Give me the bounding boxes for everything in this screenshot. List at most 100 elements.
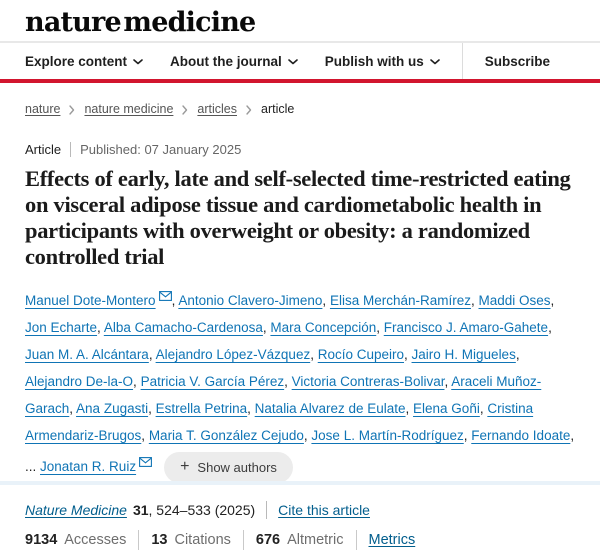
chevron-down-icon (133, 59, 143, 65)
author-separator: , (463, 428, 472, 443)
author-link-maria-t-gonz-lez-cejudo[interactable]: Maria T. González Cejudo (148, 428, 304, 443)
author-link-francisco-j-amaro-gahete[interactable]: Francisco J. Amaro-Gahete (383, 320, 549, 335)
author-link-elena-go-i[interactable]: Elena Goñi (413, 401, 480, 416)
published-date: Published: 07 January 2025 (80, 142, 242, 157)
nav-item-label: Publish with us (324, 53, 424, 69)
metrics-link[interactable]: Metrics (368, 531, 416, 548)
journal-logo[interactable]: nature medicine (25, 7, 256, 38)
metric-value-altmetric: 676 (255, 531, 281, 548)
author-link-alba-camacho-cardenosa[interactable]: Alba Camacho-Cardenosa (103, 320, 263, 335)
email-author-icon[interactable] (158, 289, 172, 304)
author-link-estrella-petrina[interactable]: Estrella Petrina (155, 401, 248, 416)
author-separator: , (133, 374, 141, 389)
metric-label-altmetric: Altmetric (287, 531, 344, 548)
author-separator: , (376, 320, 384, 335)
chevron-right-icon (182, 104, 188, 115)
author-separator: , (148, 347, 156, 362)
breadcrumb-item-article: article (261, 102, 295, 116)
journal-link[interactable]: Nature Medicine (25, 501, 127, 518)
metric-value-citations: 13 (151, 531, 168, 548)
chevron-down-icon (429, 59, 440, 65)
author-link-juan-m-a-alc-ntara[interactable]: Juan M. A. Alcántara (25, 347, 149, 362)
author-link-antonio-clavero-jimeno[interactable]: Antonio Clavero-Jimeno (178, 293, 323, 308)
citation-line: Nature Medicine 31 , 524–533 (2025) Cite… (25, 500, 575, 519)
author-separator: , (322, 293, 330, 308)
nav-item-subscribe[interactable]: Subscribe (484, 53, 551, 69)
nav-item-explore-content[interactable]: Explore content (25, 54, 143, 69)
author-separator: , (515, 347, 520, 362)
nav-divider (461, 43, 463, 79)
nav-item-about-the-journal[interactable]: About the journal (170, 54, 298, 69)
nav-item-label: About the journal (170, 53, 282, 69)
author-separator: , (310, 347, 318, 362)
author-link-ana-zugasti[interactable]: Ana Zugasti (76, 401, 149, 416)
author-separator: , (570, 428, 575, 443)
metric-divider (138, 529, 140, 550)
metrics-bar: 9134 Accesses 13 Citations 676 Altmetric Metr… (25, 529, 575, 550)
main-nav: Explore content About the journal Publish … (0, 41, 600, 79)
article-header-section: nature nature medicine articles article Art… (0, 102, 600, 550)
author-separator: , (470, 293, 479, 308)
article-type-label: Article (25, 142, 62, 157)
author-separator: , (444, 374, 452, 389)
chevron-down-icon (287, 59, 298, 65)
citation-divider (266, 500, 268, 519)
author-separator: , (97, 320, 104, 335)
metric-divider (355, 529, 357, 550)
logo-row: nature medicine (0, 0, 600, 41)
author-separator: , (284, 374, 292, 389)
author-link-jairo-h-migueles[interactable]: Jairo H. Migueles (411, 347, 516, 362)
metric-label-accesses: Accesses (64, 531, 127, 548)
author-link-maddi-oses[interactable]: Maddi Oses (478, 293, 551, 308)
volume-number: 31 (132, 501, 149, 518)
email-author-icon[interactable] (139, 455, 153, 470)
author-link-cristina-armendariz-brugos[interactable]: Cristina Armendariz-Brugos (25, 401, 534, 443)
author-link-fernando-idoate[interactable]: Fernando Idoate (471, 428, 571, 443)
author-separator: , (262, 320, 271, 335)
pages-and-year: , 524–533 (2025) (148, 501, 256, 518)
breadcrumb: nature nature medicine articles article (25, 102, 575, 116)
metrics-items: 9134 Accesses 13 Citations 676 Altmetric (25, 529, 369, 550)
nav-items: Explore content About the journal Publish … (25, 43, 440, 79)
author-link-jon-echarte[interactable]: Jon Echarte (25, 320, 98, 335)
author-link-roc-o-cupeiro[interactable]: Rocío Cupeiro (317, 347, 405, 362)
author-separator: , (148, 401, 156, 416)
author-separator: , (548, 320, 552, 335)
article-meta-row: Article Published: 07 January 2025 (25, 142, 575, 157)
author-list: Manuel Dote-Montero, Antonio Clavero-Jim… (25, 283, 575, 483)
show-authors-button[interactable]: + Show authors (164, 451, 293, 483)
author-link-victoria-contreras-bolivar[interactable]: Victoria Contreras-Bolivar (291, 374, 445, 389)
chevron-right-icon (246, 104, 252, 115)
author-link-elisa-merch-n-ram-rez[interactable]: Elisa Merchán-Ramírez (329, 293, 471, 308)
cite-this-article-link[interactable]: Cite this article (278, 501, 370, 518)
metric-label-citations: Citations (174, 531, 231, 548)
author-link-natalia-alvarez-de-eulate[interactable]: Natalia Alvarez de Eulate (254, 401, 406, 416)
author-separator: , (141, 428, 149, 443)
author-separator: , (69, 401, 77, 416)
metric-value-accesses: 9134 (25, 531, 58, 548)
author-link-patricia-v-garc-a-p-rez[interactable]: Patricia V. García Pérez (140, 374, 285, 389)
metric-divider (242, 529, 244, 550)
author-link-jose-l-mart-n-rodr-guez[interactable]: Jose L. Martín-Rodríguez (311, 428, 464, 443)
author-separator: , (404, 347, 412, 362)
author-link-alejandro-l-pez-v-zquez[interactable]: Alejandro López-Vázquez (155, 347, 311, 362)
author-link-jonatan-r-ruiz[interactable]: Jonatan R. Ruiz (40, 459, 137, 474)
author-names: Manuel Dote-Montero, Antonio Clavero-Jim… (25, 291, 575, 474)
breadcrumb-item-nature[interactable]: nature (25, 102, 61, 116)
author-link-alejandro-de-la-o[interactable]: Alejandro De-la-O (25, 374, 134, 389)
author-separator: , (247, 401, 255, 416)
breadcrumb-item-nature-medicine[interactable]: nature medicine (84, 102, 174, 116)
article-title: Effects of early, late and self-selected… (25, 166, 571, 269)
nav-item-publish-with-us[interactable]: Publish with us (325, 54, 440, 69)
author-link-araceli-mu-oz-garach[interactable]: Araceli Muñoz-Garach (25, 374, 542, 416)
author-separator: , (303, 428, 312, 443)
nav-item-label: Explore content (25, 53, 128, 69)
author-separator: , (405, 401, 414, 416)
author-link-mara-concepci-n[interactable]: Mara Concepción (270, 320, 377, 335)
chevron-right-icon (69, 104, 75, 115)
meta-divider (70, 142, 72, 157)
breadcrumb-item-articles[interactable]: articles (197, 102, 237, 116)
show-authors-label: Show authors (197, 459, 277, 475)
author-link-manuel-dote-montero[interactable]: Manuel Dote-Montero (25, 293, 156, 308)
plus-icon: + (180, 458, 190, 476)
